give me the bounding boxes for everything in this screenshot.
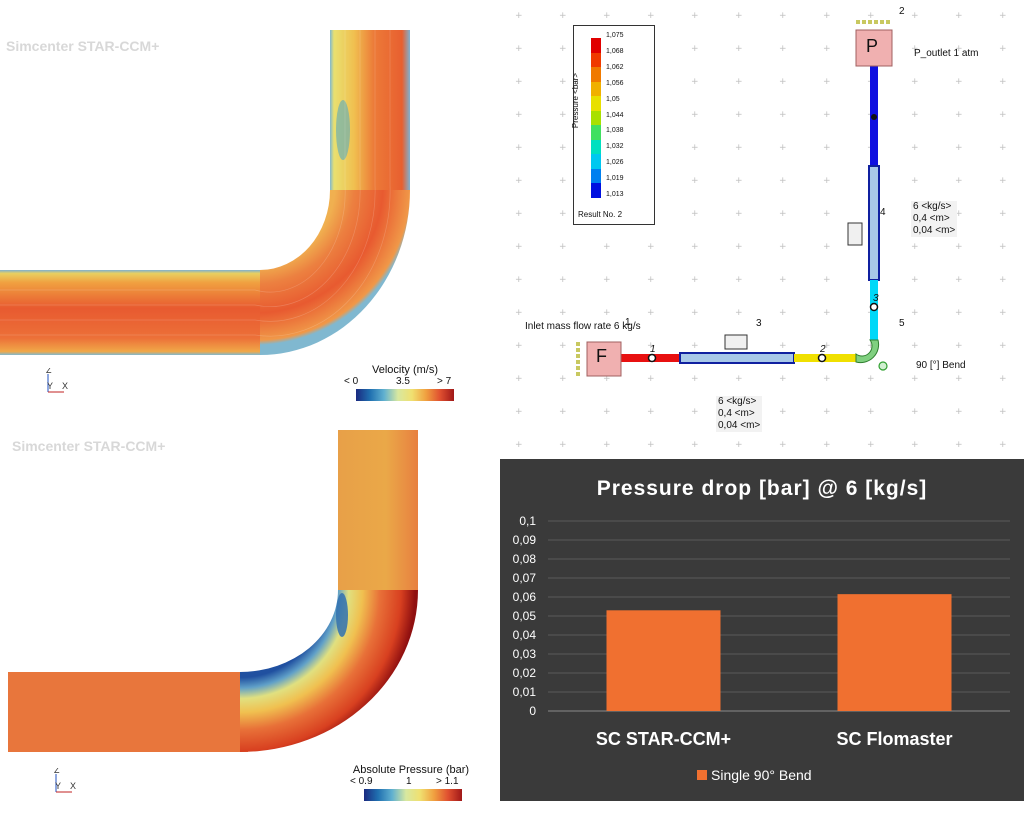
pressure-outlet-component[interactable]: [855, 29, 893, 67]
component-number-4: 4: [880, 207, 886, 218]
triad-y-label: Y: [55, 781, 61, 791]
pressure-triad: Z Y X: [54, 768, 76, 793]
pipe-4[interactable]: [868, 165, 880, 281]
node-number-c: 3: [873, 293, 879, 304]
pipe-4-mass-flow: 6 <kg/s>: [913, 201, 952, 212]
bar-2: [837, 594, 952, 711]
pipe-3-mass-flow: 6 <kg/s>: [718, 396, 757, 407]
triad-x-label: X: [62, 381, 68, 391]
legend-swatch: [591, 139, 601, 155]
velocity-tick-max: > 7: [437, 376, 452, 387]
velocity-colorbar: [356, 389, 454, 401]
legend-tick-label: 1,013: [606, 191, 624, 198]
component-number-1: 1: [625, 317, 631, 328]
y-tick-label: 0,04: [513, 628, 537, 642]
pressure-colorbar-title: Absolute Pressure (bar): [352, 764, 470, 776]
node-number-a: 1: [650, 344, 656, 355]
flow-source-letter: F: [596, 346, 607, 366]
pipe-3-instrument-icon[interactable]: [724, 334, 748, 350]
velocity-contour-panel: Simcenter STAR-CCM+: [0, 0, 500, 420]
legend-swatch: [591, 96, 601, 111]
triad-y-label: Y: [47, 381, 53, 391]
legend-tick-label: 1,044: [606, 111, 624, 119]
velocity-triad: Z Y X: [46, 368, 68, 393]
outlet-label: P_outlet 1 atm: [914, 48, 979, 59]
bar-1: [606, 610, 721, 711]
pipe-3-parameters: 6 <kg/s> 0,4 <m> 0,04 <m>: [716, 396, 763, 432]
chart-title: Pressure drop [bar] @ 6 [kg/s]: [597, 477, 928, 500]
triad-z-label: Z: [46, 368, 52, 375]
inlet-label: Inlet mass flow rate 6 kg/s: [525, 321, 641, 332]
pressure-tick-min: < 0.9: [350, 776, 373, 787]
triad-z-label: Z: [54, 768, 60, 775]
x-category-label: SC Flomaster: [836, 729, 952, 749]
pressure-tick-mid: 1: [406, 776, 412, 787]
node-number-b: 2: [820, 344, 826, 355]
component-number-2: 2: [899, 6, 905, 17]
legend-tick-label: 1,026: [606, 159, 624, 167]
pressure-colorbar: [364, 789, 462, 801]
triad-x-label: X: [70, 781, 76, 791]
flow-source-component[interactable]: [586, 341, 622, 377]
legend-tick-label: 1,062: [606, 63, 624, 71]
legend-tick-label: 1,075: [606, 32, 624, 39]
y-tick-label: 0,07: [513, 571, 537, 585]
legend-color-bar: [591, 38, 601, 198]
velocity-colorbar-title: Velocity (m/s): [371, 364, 438, 376]
pressure-watermark: Simcenter STAR-CCM+: [12, 438, 166, 454]
legend-tick-label: 1,056: [606, 79, 624, 87]
legend-swatch: [591, 52, 601, 68]
legend-swatch: [591, 183, 601, 198]
pipe-4-instrument-icon[interactable]: [847, 222, 863, 246]
pressure-tick-max: > 1.1: [436, 776, 459, 787]
x-category-label: SC STAR-CCM+: [596, 729, 731, 749]
pipe-3-diameter: 0,04 <m>: [718, 420, 761, 431]
y-tick-label: 0,01: [513, 685, 537, 699]
legend-tick-label: 1,032: [606, 143, 624, 151]
pressure-legend: Pressure <bar> 1,075 1,068 1,062 1,056 1,05 1…: [571, 25, 655, 225]
legend-swatch: [591, 67, 601, 82]
bend-component[interactable]: [855, 339, 880, 364]
y-tick-label: 0,03: [513, 647, 537, 661]
velocity-watermark: Simcenter STAR-CCM+: [6, 38, 160, 54]
pressure-drop-chart: Pressure drop [bar] @ 6 [kg/s] 0 0,01 0,02 0…: [500, 459, 1024, 801]
bend-label: 90 [°] Bend: [916, 360, 966, 371]
velocity-tick-mid: 3.5: [396, 376, 410, 387]
legend-tick-label: 1,038: [606, 127, 624, 135]
pipe-4-parameters: 6 <kg/s> 0,4 <m> 0,04 <m>: [911, 201, 958, 237]
pipe-4-length: 0,4 <m>: [913, 213, 950, 224]
pipe-4-diameter: 0,04 <m>: [913, 225, 956, 236]
pipe-3-length: 0,4 <m>: [718, 408, 755, 419]
legend-series-name: Single 90° Bend: [711, 767, 812, 783]
legend-tick-label: 1,019: [606, 175, 624, 183]
legend-tick-label: 1,05: [606, 95, 620, 103]
pressure-contour-panel: Simcenter STAR-CCM+ Z Y: [0, 420, 500, 831]
pressure-field: [8, 430, 418, 752]
legend-swatch: [591, 38, 601, 53]
flomaster-network-panel: + F P: [500, 0, 1024, 455]
y-tick-label: 0: [529, 704, 536, 718]
legend-swatch: [591, 154, 601, 169]
y-tick-label: 0,06: [513, 590, 537, 604]
velocity-field: [0, 30, 410, 355]
component-number-5: 5: [899, 318, 905, 329]
pipe-3[interactable]: [679, 352, 795, 364]
legend-result-label: Result No. 2: [578, 210, 623, 219]
y-tick-label: 0,09: [513, 533, 537, 547]
velocity-tick-min: < 0: [344, 376, 359, 387]
legend-tick-label: 1,068: [606, 47, 624, 55]
y-tick-label: 0,08: [513, 552, 537, 566]
y-tick-label: 0,02: [513, 666, 537, 680]
legend-title: Pressure <bar>: [571, 72, 581, 129]
legend-swatch: [591, 125, 601, 140]
legend-swatch: [591, 110, 601, 126]
y-tick-label: 0,05: [513, 609, 537, 623]
component-number-3: 3: [756, 318, 762, 329]
y-tick-label: 0,1: [519, 514, 536, 528]
legend-swatch-bar: [697, 770, 707, 780]
legend-swatch: [591, 168, 601, 184]
legend-swatch: [591, 81, 601, 97]
bar-chart-svg: Pressure drop [bar] @ 6 [kg/s] 0 0,01 0,02 0…: [500, 459, 1024, 801]
pressure-outlet-letter: P: [866, 36, 879, 56]
